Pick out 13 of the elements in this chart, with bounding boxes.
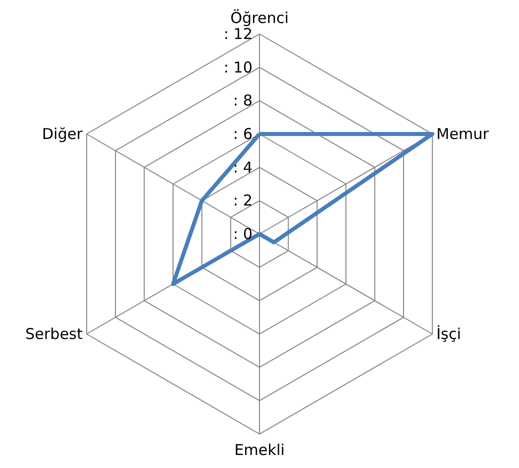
y-tick-label: : 10 (224, 58, 252, 76)
y-tick-label: : 8 (233, 92, 252, 110)
spoke-label: Emekli (234, 441, 285, 459)
y-tick-label: : 4 (233, 158, 252, 176)
spoke-label: Serbest (25, 325, 83, 343)
y-tick-label: : 2 (233, 192, 252, 210)
spoke-label: Diğer (42, 125, 84, 143)
y-tick-label: : 0 (233, 225, 252, 243)
y-tick-label: : 6 (233, 125, 252, 143)
y-tick-label: : 12 (224, 25, 252, 43)
spoke-label: Memur (436, 125, 490, 143)
spoke-label: İşçi (436, 325, 462, 343)
spoke-label: Öğrenci (230, 9, 289, 27)
